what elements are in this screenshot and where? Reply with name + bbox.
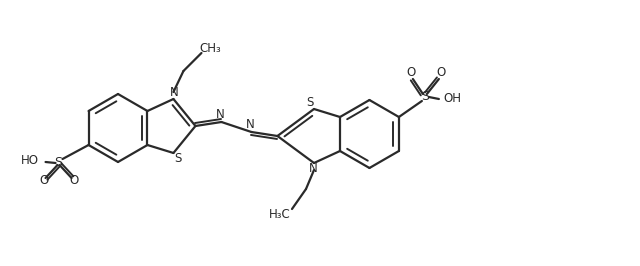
Text: OH: OH bbox=[443, 93, 461, 106]
Text: O: O bbox=[39, 174, 48, 188]
Text: S: S bbox=[421, 90, 429, 103]
Text: N: N bbox=[308, 163, 317, 176]
Text: S: S bbox=[173, 152, 181, 164]
Text: N: N bbox=[216, 109, 225, 122]
Text: S: S bbox=[307, 97, 314, 110]
Text: H₃C: H₃C bbox=[269, 209, 291, 222]
Text: N: N bbox=[170, 86, 179, 99]
Text: HO: HO bbox=[20, 155, 38, 168]
Text: O: O bbox=[406, 66, 415, 80]
Text: O: O bbox=[436, 66, 445, 80]
Text: S: S bbox=[54, 156, 63, 169]
Text: N: N bbox=[246, 118, 255, 131]
Text: O: O bbox=[69, 174, 78, 188]
Text: CH₃: CH₃ bbox=[200, 41, 221, 55]
